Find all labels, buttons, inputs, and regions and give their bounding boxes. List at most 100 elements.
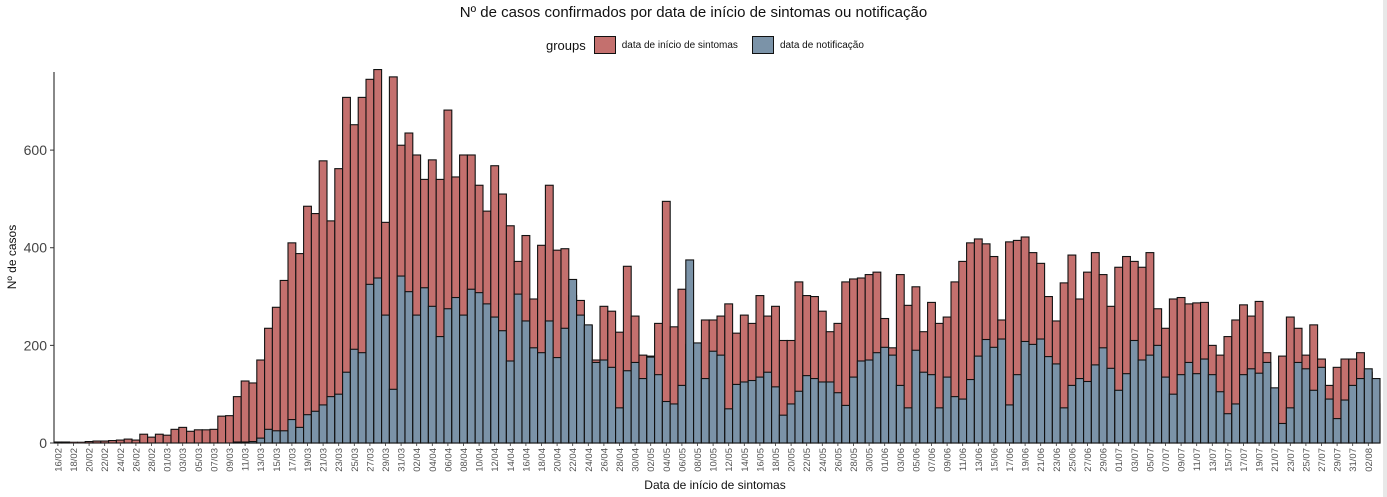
y-tick-label: 0 bbox=[39, 435, 47, 451]
bar-notificacao bbox=[1293, 361, 1303, 444]
bar-notificacao bbox=[1278, 422, 1287, 444]
x-tick-label: 31/03 bbox=[397, 448, 408, 472]
bar-inicio-sintomas bbox=[318, 160, 328, 444]
x-tick-label: 21/06 bbox=[1036, 448, 1047, 472]
bar-notificacao bbox=[505, 360, 515, 444]
y-tick-label: 600 bbox=[24, 142, 48, 158]
bar-notificacao bbox=[459, 314, 468, 444]
bar-notificacao bbox=[1223, 413, 1233, 444]
bar-inicio-sintomas bbox=[178, 426, 188, 444]
bar-notificacao bbox=[310, 410, 320, 444]
bar-notificacao bbox=[427, 305, 437, 444]
bar-inicio-sintomas bbox=[139, 433, 149, 444]
bar-notificacao bbox=[583, 324, 593, 444]
bar-notificacao bbox=[537, 352, 546, 444]
bar-notificacao bbox=[1192, 373, 1202, 444]
bar-notificacao bbox=[763, 371, 773, 444]
bar-notificacao bbox=[739, 381, 749, 444]
bar-inicio-sintomas bbox=[225, 415, 234, 444]
bar-notificacao bbox=[825, 381, 835, 444]
bar-notificacao bbox=[342, 371, 351, 444]
bar-notificacao bbox=[973, 355, 983, 444]
bar-notificacao bbox=[802, 375, 812, 444]
bar-notificacao bbox=[1145, 354, 1155, 444]
bar-notificacao bbox=[349, 348, 359, 444]
bar-notificacao bbox=[1083, 380, 1092, 444]
x-tick-label: 25/06 bbox=[1067, 448, 1078, 472]
bar-inicio-sintomas bbox=[264, 327, 273, 444]
x-tick-label: 24/05 bbox=[818, 448, 829, 472]
x-tick-label: 01/06 bbox=[880, 448, 891, 472]
x-tick-label: 01/07 bbox=[1114, 448, 1125, 472]
x-tick-label: 04/04 bbox=[428, 448, 439, 472]
x-tick-label: 17/07 bbox=[1239, 448, 1250, 472]
bar-notificacao bbox=[1262, 361, 1272, 444]
bar-notificacao bbox=[1114, 389, 1124, 444]
bar-notificacao bbox=[903, 407, 913, 444]
x-tick-label: 07/07 bbox=[1161, 448, 1172, 472]
bar-notificacao bbox=[911, 349, 921, 444]
bar-notificacao bbox=[677, 384, 687, 444]
x-tick-label: 19/07 bbox=[1255, 448, 1266, 472]
x-axis-label: Data de início de sintomas bbox=[644, 478, 786, 492]
x-tick-label: 11/06 bbox=[958, 448, 969, 471]
x-tick-label: 05/07 bbox=[1145, 448, 1156, 472]
legend-title: groups bbox=[546, 37, 586, 53]
x-tick-label: 15/03 bbox=[272, 448, 283, 472]
bar-notificacao bbox=[1332, 418, 1342, 444]
bar-notificacao bbox=[1200, 358, 1209, 444]
x-tick-label: 17/03 bbox=[287, 448, 298, 472]
bar-inicio-sintomas bbox=[279, 279, 289, 444]
x-tick-label: 25/03 bbox=[350, 448, 361, 472]
bar-notificacao bbox=[958, 398, 968, 444]
legend: groups data de início de sintomas data d… bbox=[546, 34, 878, 56]
x-tick-label: 15/07 bbox=[1223, 448, 1234, 472]
bar-notificacao bbox=[1005, 404, 1014, 444]
bar-inicio-sintomas bbox=[248, 382, 258, 444]
x-tick-label: 31/07 bbox=[1348, 448, 1359, 472]
x-tick-label: 27/07 bbox=[1317, 448, 1328, 472]
x-tick-label: 29/06 bbox=[1099, 448, 1110, 472]
bar-notificacao bbox=[1168, 393, 1178, 444]
x-tick-label: 05/06 bbox=[911, 448, 922, 472]
legend-key-inicio-sintomas bbox=[593, 36, 616, 54]
bar-notificacao bbox=[466, 288, 476, 444]
bar-inicio-sintomas bbox=[162, 434, 172, 444]
x-tick-label: 20/04 bbox=[553, 448, 564, 472]
bar-notificacao bbox=[864, 359, 874, 444]
bar-notificacao bbox=[700, 378, 710, 444]
bar-notificacao bbox=[778, 414, 788, 444]
bar-inicio-sintomas bbox=[209, 428, 219, 444]
x-tick-label: 19/06 bbox=[1021, 448, 1032, 472]
x-tick-label: 02/08 bbox=[1364, 448, 1375, 472]
bar-notificacao bbox=[786, 403, 796, 444]
bar-notificacao bbox=[747, 379, 757, 444]
bar-notificacao bbox=[1254, 372, 1264, 444]
bar-notificacao bbox=[1020, 340, 1030, 444]
bar-notificacao bbox=[490, 316, 500, 444]
bar-notificacao bbox=[474, 292, 484, 444]
bar-notificacao bbox=[1098, 347, 1108, 444]
bar-notificacao bbox=[1044, 356, 1053, 444]
x-tick-label: 18/05 bbox=[771, 448, 782, 472]
x-tick-label: 27/03 bbox=[365, 448, 376, 472]
bar-notificacao bbox=[1246, 368, 1256, 444]
bar-notificacao bbox=[1129, 339, 1139, 444]
x-tick-label: 11/03 bbox=[241, 448, 252, 471]
bar-notificacao bbox=[661, 400, 671, 444]
x-tick-label: 09/06 bbox=[943, 448, 954, 472]
bar-notificacao bbox=[1075, 378, 1085, 444]
bar-notificacao bbox=[966, 378, 975, 444]
bar-notificacao bbox=[1324, 398, 1334, 444]
bar-notificacao bbox=[420, 287, 429, 444]
bar-notificacao bbox=[1239, 374, 1248, 444]
bar-notificacao bbox=[1051, 363, 1061, 444]
bar-notificacao bbox=[396, 275, 406, 444]
bar-notificacao bbox=[950, 396, 960, 444]
bar-notificacao bbox=[1231, 403, 1241, 444]
x-tick-label: 28/05 bbox=[849, 448, 860, 472]
bar-notificacao bbox=[1270, 387, 1280, 444]
x-tick-label: 24/04 bbox=[584, 448, 595, 472]
x-tick-label: 23/07 bbox=[1286, 448, 1297, 472]
